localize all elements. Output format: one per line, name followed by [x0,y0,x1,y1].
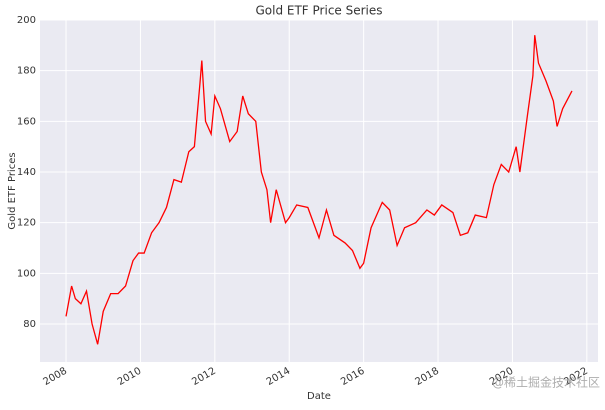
y-tick-label: 200 [17,15,36,26]
chart-title: Gold ETF Price Series [255,4,382,18]
y-tick-label: 80 [23,319,36,330]
x-tick-label: 2016 [339,366,367,388]
plot-area [40,20,598,362]
x-tick-label: 2010 [116,366,144,388]
y-tick-label: 160 [17,116,36,127]
y-tick-label: 120 [17,218,36,229]
y-tick-label: 180 [17,66,36,77]
x-tick-label: 2012 [190,366,218,388]
y-axis-label: Gold ETF Prices [7,152,18,229]
watermark: @稀土掘金技术社区 [492,375,600,390]
line [65,35,573,345]
x-tick-label: 2018 [413,366,441,388]
x-tick-label: 2014 [265,366,293,388]
x-tick-label: 2008 [41,366,69,388]
y-tick-label: 100 [17,268,36,279]
y-tick-label: 140 [17,167,36,178]
x-axis-label: Date [307,391,331,402]
